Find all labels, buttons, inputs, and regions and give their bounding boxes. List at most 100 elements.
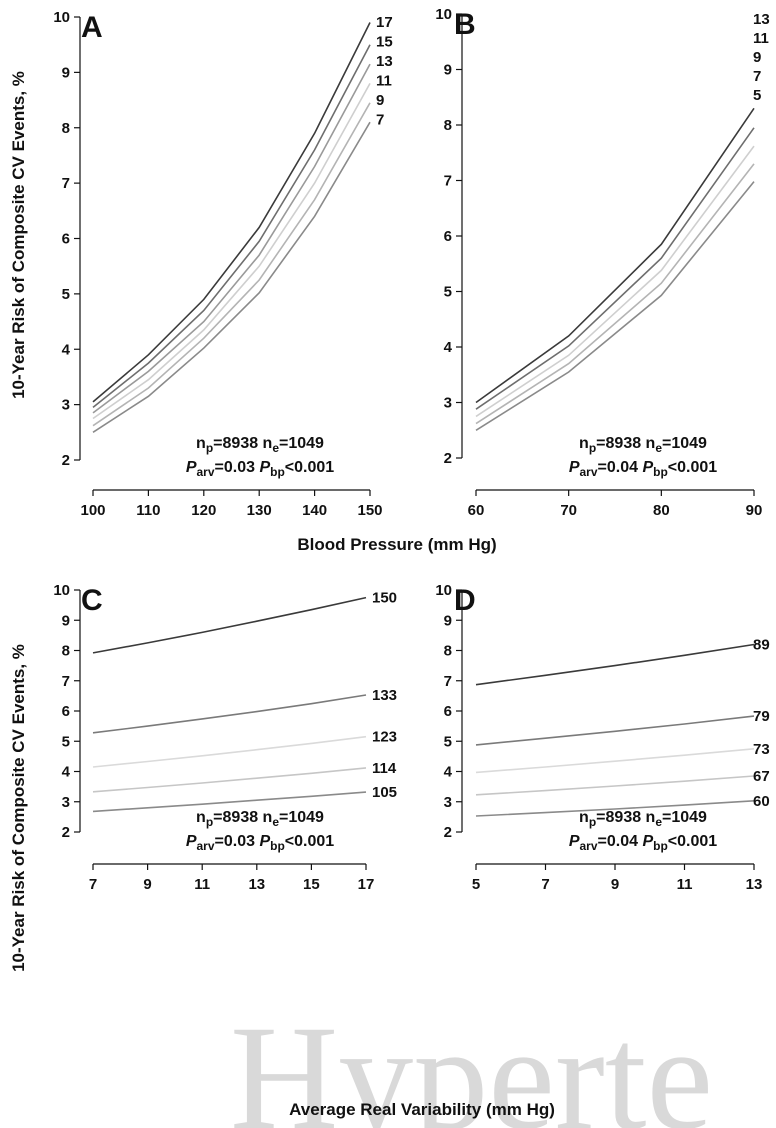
series-label-105: 105 (372, 784, 397, 801)
y-tick-label: 9 (62, 612, 70, 629)
y-tick-label: 7 (62, 175, 70, 192)
series-label-150: 150 (372, 590, 397, 607)
stat-pvalues: Parv=0.03 Pbp<0.001 (186, 459, 334, 479)
y-tick-label: 4 (444, 764, 453, 781)
y-tick-label: 10 (435, 582, 452, 599)
series-line-133 (92, 694, 367, 734)
stat-pvalues: Parv=0.04 Pbp<0.001 (569, 459, 717, 479)
y-tick-label: 7 (62, 673, 70, 690)
y-tick-label: 4 (444, 339, 453, 356)
panel-letter: B (454, 8, 476, 41)
series-line-150 (92, 596, 367, 654)
y-tick-label: 3 (62, 397, 70, 414)
x-tick-label: 140 (302, 502, 327, 519)
y-tick-label: 2 (62, 824, 70, 841)
series-label-133: 133 (372, 687, 397, 704)
x-tick-label: 11 (677, 876, 693, 893)
y-tick-label: 6 (62, 703, 70, 720)
y-tick-label: 2 (444, 450, 452, 467)
series-label-73: 73 (753, 741, 770, 758)
stat-counts: np=8938 ne=1049 (579, 435, 707, 455)
stat-counts: np=8938 ne=1049 (196, 435, 324, 455)
series-label-79: 79 (753, 708, 770, 725)
y-tick-label: 6 (62, 231, 70, 248)
series-label-7: 7 (376, 112, 384, 129)
x-tick-label: 13 (248, 876, 265, 893)
stat-counts: np=8938 ne=1049 (196, 809, 324, 829)
x-tick-label: 5 (472, 876, 480, 893)
series-label-7: 7 (753, 68, 761, 85)
y-tick-label: 5 (62, 286, 70, 303)
y-tick-label: 8 (62, 120, 70, 137)
series-label-67: 67 (753, 768, 770, 785)
y-tick-label: 2 (444, 824, 452, 841)
y-tick-label: 5 (444, 733, 452, 750)
series-line-7 (475, 163, 755, 425)
x-axis-title-top: Blood Pressure (mm Hg) (297, 535, 496, 554)
x-tick-label: 100 (80, 502, 105, 519)
series-line-89 (475, 643, 755, 686)
x-tick-label: 11 (194, 876, 210, 893)
y-tick-label: 7 (444, 173, 452, 190)
series-line-11 (92, 83, 371, 420)
series-label-13: 13 (753, 11, 770, 28)
series-label-15: 15 (376, 34, 393, 51)
stat-pvalues: Parv=0.03 Pbp<0.001 (186, 833, 334, 853)
series-label-123: 123 (372, 729, 397, 746)
stat-counts: np=8938 ne=1049 (579, 809, 707, 829)
y-tick-label: 10 (53, 9, 70, 26)
series-line-13 (475, 107, 755, 404)
panel-a: 2 3 4 5 6 7 8 9 10 100 110 120 130 140 150 A 17 15 13 11 9 7 n… (53, 9, 392, 519)
series-line-123 (92, 735, 367, 768)
y-tick-label: 3 (444, 794, 452, 811)
series-label-9: 9 (376, 92, 384, 109)
series-label-11: 11 (376, 73, 392, 90)
x-tick-label: 70 (560, 502, 577, 519)
series-line-73 (475, 748, 755, 774)
x-tick-label: 130 (247, 502, 272, 519)
series-line-67 (475, 775, 755, 796)
series-label-114: 114 (372, 760, 397, 777)
panel-b: 2 3 4 5 6 7 8 9 10 60 70 80 90 B 13 11 9 7 5 np=8938 ne=104… (435, 6, 769, 519)
x-tick-label: 120 (191, 502, 216, 519)
y-axis-title-top: 10-Year Risk of Composite CV Events, % (9, 71, 28, 399)
series-line-15 (92, 44, 371, 409)
series-line-114 (92, 767, 367, 793)
x-tick-label: 90 (746, 502, 763, 519)
series-line-60 (475, 800, 755, 817)
series-label-13: 13 (376, 53, 393, 70)
y-tick-label: 5 (444, 284, 452, 301)
x-tick-label: 15 (303, 876, 320, 893)
x-tick-label: 80 (653, 502, 670, 519)
y-axis-title-bottom: 10-Year Risk of Composite CV Events, % (9, 644, 28, 972)
x-tick-label: 9 (143, 876, 151, 893)
y-tick-label: 8 (444, 117, 452, 134)
y-tick-label: 4 (62, 764, 71, 781)
panel-letter: A (81, 11, 103, 44)
series-line-5 (475, 181, 755, 431)
y-tick-label: 9 (444, 62, 452, 79)
y-tick-label: 8 (62, 643, 70, 660)
watermark: Hyperte (230, 995, 713, 1128)
y-tick-label: 7 (444, 673, 452, 690)
series-line-105 (92, 791, 367, 813)
y-tick-label: 3 (62, 794, 70, 811)
y-tick-label: 8 (444, 643, 452, 660)
x-tick-label: 60 (468, 502, 485, 519)
series-line-9 (475, 145, 755, 418)
series-label-60: 60 (753, 793, 770, 810)
x-tick-label: 7 (541, 876, 549, 893)
x-tick-label: 13 (746, 876, 763, 893)
y-tick-label: 3 (444, 395, 452, 412)
y-tick-label: 9 (62, 64, 70, 81)
x-axis-title-bottom: Average Real Variability (mm Hg) (289, 1100, 555, 1119)
stat-pvalues: Parv=0.04 Pbp<0.001 (569, 833, 717, 853)
y-tick-label: 4 (62, 341, 71, 358)
series-label-17: 17 (376, 14, 393, 31)
series-line-9 (92, 102, 371, 427)
series-line-13 (92, 63, 371, 414)
series-line-79 (475, 715, 755, 746)
